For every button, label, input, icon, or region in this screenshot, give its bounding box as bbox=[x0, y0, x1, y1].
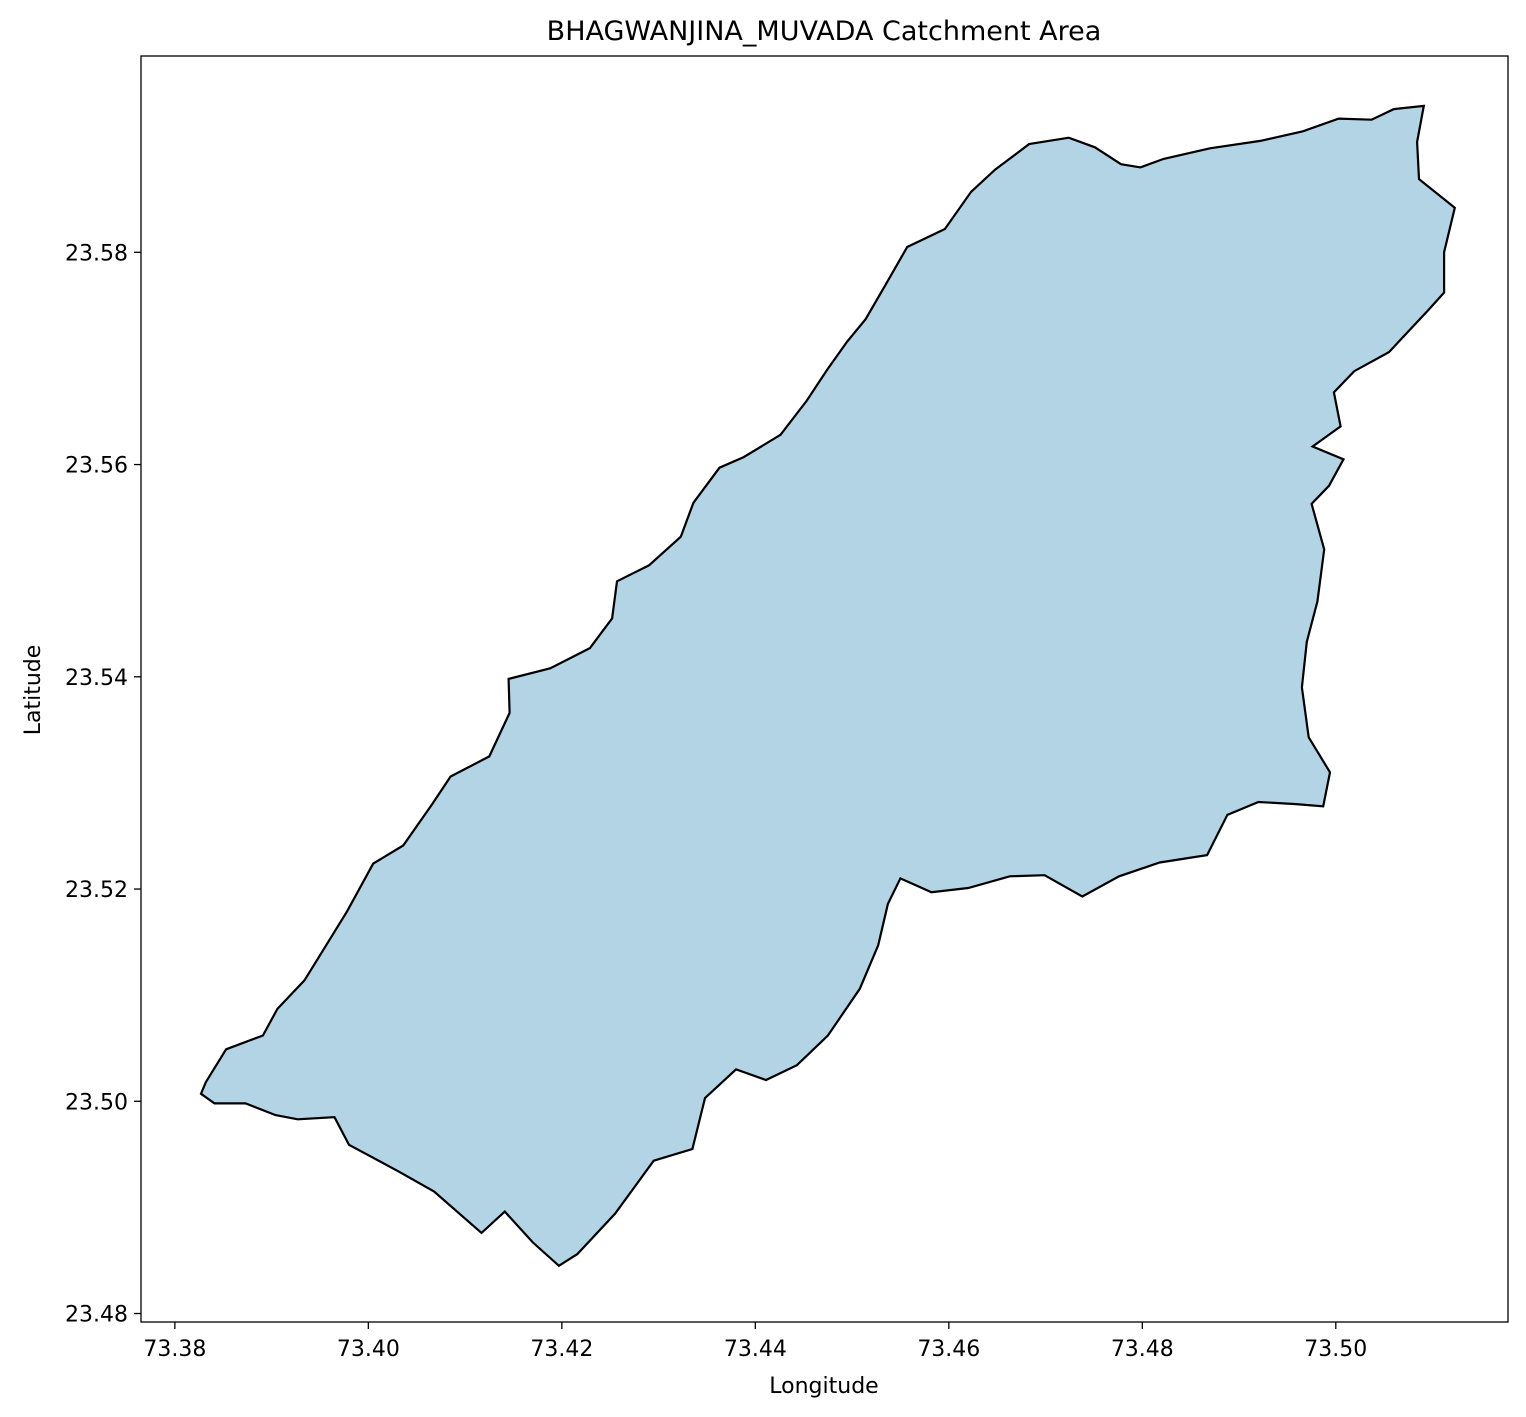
y-tick-label: 23.56 bbox=[65, 454, 128, 479]
y-tick-label: 23.48 bbox=[65, 1303, 128, 1328]
y-tick-label: 23.50 bbox=[65, 1090, 128, 1115]
y-axis-label: Latitude bbox=[21, 645, 46, 736]
x-axis-label: Longitude bbox=[769, 1374, 878, 1399]
x-axis: 73.38 73.40 73.42 73.44 73.46 73.48 73.50 bbox=[143, 1322, 1367, 1362]
x-tick-label: 73.46 bbox=[917, 1337, 980, 1362]
y-tick-label: 23.52 bbox=[65, 878, 128, 903]
x-tick-label: 73.42 bbox=[530, 1337, 593, 1362]
y-tick-label: 23.58 bbox=[65, 241, 128, 266]
catchment-layer bbox=[199, 104, 1457, 1268]
y-axis: 23.48 23.50 23.52 23.54 23.56 23.58 bbox=[65, 241, 141, 1328]
y-tick-label: 23.54 bbox=[65, 666, 128, 691]
map-title: BHAGWANJINA_MUVADA Catchment Area bbox=[547, 16, 1102, 47]
x-tick-label: 73.48 bbox=[1111, 1337, 1174, 1362]
x-tick-label: 73.44 bbox=[724, 1337, 787, 1362]
plot-frame bbox=[140, 55, 1509, 1323]
x-tick-label: 73.50 bbox=[1304, 1337, 1367, 1362]
catchment-polygon bbox=[199, 104, 1457, 1268]
x-tick-label: 73.38 bbox=[143, 1337, 206, 1362]
x-tick-label: 73.40 bbox=[337, 1337, 400, 1362]
